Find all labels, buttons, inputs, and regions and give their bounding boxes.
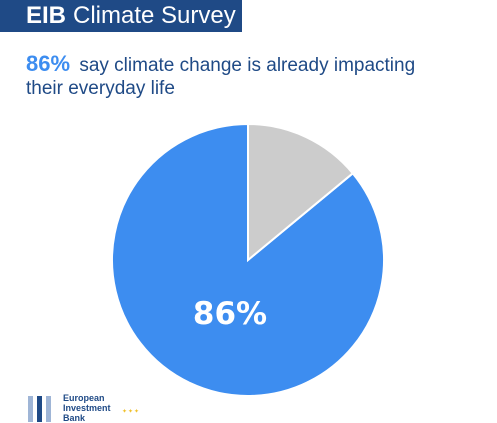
chart-headline: 86% say climate change is already impact… bbox=[26, 52, 466, 100]
eib-logo-icon bbox=[28, 392, 58, 422]
logo-line2: Investment bbox=[63, 403, 111, 413]
pie-slice-1 bbox=[247, 122, 355, 263]
eib-logo-text: European Investment Bank bbox=[63, 393, 111, 423]
header-banner: EIB Climate Survey bbox=[0, 0, 242, 32]
headline-highlight: 86% bbox=[26, 51, 71, 76]
logo-line1: European bbox=[63, 393, 105, 403]
logo-line3: Bank bbox=[63, 413, 86, 423]
headline-text-line2: their everyday life bbox=[26, 78, 175, 99]
header-title: Climate Survey bbox=[73, 2, 236, 29]
eu-stars-icon: ✦✦✦ bbox=[122, 408, 141, 415]
headline-text-line1: say climate change is already impacting bbox=[79, 55, 416, 76]
header-brand: EIB bbox=[26, 2, 67, 29]
pie-slice-label: 86% bbox=[192, 296, 268, 332]
